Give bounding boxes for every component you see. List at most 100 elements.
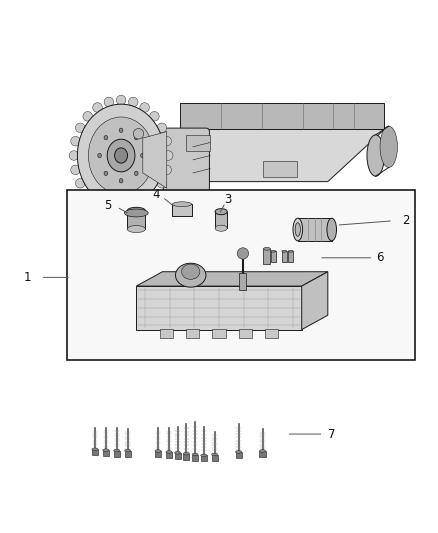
Ellipse shape [141, 154, 145, 158]
Ellipse shape [75, 123, 85, 133]
Ellipse shape [71, 165, 80, 175]
Ellipse shape [78, 104, 165, 207]
Ellipse shape [103, 449, 109, 451]
Bar [160, 329, 173, 338]
Ellipse shape [134, 135, 138, 140]
Ellipse shape [282, 251, 287, 252]
Bar [201, 455, 207, 462]
Ellipse shape [295, 223, 300, 236]
Bar [155, 451, 161, 457]
Ellipse shape [83, 111, 92, 121]
Bar [186, 329, 199, 338]
Ellipse shape [127, 207, 145, 214]
Ellipse shape [288, 251, 293, 252]
Polygon shape [180, 103, 385, 130]
Polygon shape [123, 130, 385, 182]
Ellipse shape [155, 450, 161, 453]
Ellipse shape [69, 151, 79, 160]
Ellipse shape [215, 208, 227, 215]
Ellipse shape [93, 103, 102, 112]
Ellipse shape [140, 103, 149, 112]
Bar [298, 218, 332, 241]
Ellipse shape [157, 179, 167, 188]
Ellipse shape [327, 218, 336, 241]
Bar [259, 451, 265, 457]
Text: 7: 7 [328, 427, 336, 441]
Bar [127, 211, 145, 229]
Ellipse shape [88, 117, 154, 194]
Ellipse shape [119, 128, 123, 133]
Bar [192, 455, 198, 461]
Text: 6: 6 [376, 251, 384, 264]
Ellipse shape [157, 123, 167, 133]
Bar [212, 329, 226, 338]
Ellipse shape [201, 454, 207, 457]
Text: 1: 1 [24, 271, 31, 284]
Ellipse shape [92, 448, 98, 450]
Ellipse shape [119, 179, 123, 183]
Ellipse shape [163, 151, 173, 160]
Ellipse shape [134, 171, 138, 175]
Bar [212, 455, 218, 461]
Ellipse shape [380, 126, 397, 167]
Ellipse shape [162, 136, 171, 146]
Circle shape [237, 248, 249, 259]
Ellipse shape [124, 449, 131, 452]
Ellipse shape [192, 453, 198, 456]
Ellipse shape [104, 97, 113, 107]
Bar [265, 329, 278, 338]
Polygon shape [143, 132, 167, 188]
Bar [282, 251, 287, 262]
Ellipse shape [104, 135, 108, 140]
Bar [271, 251, 276, 262]
Text: 5: 5 [104, 199, 112, 212]
Text: 2: 2 [403, 214, 410, 227]
Bar [262, 161, 297, 177]
Polygon shape [136, 286, 302, 329]
Bar [114, 450, 120, 457]
Bar [239, 329, 252, 338]
Ellipse shape [182, 264, 200, 279]
Ellipse shape [116, 95, 126, 105]
Ellipse shape [71, 136, 80, 146]
Ellipse shape [166, 450, 172, 453]
Ellipse shape [93, 199, 102, 208]
Ellipse shape [150, 111, 159, 121]
Ellipse shape [114, 449, 120, 452]
Ellipse shape [104, 171, 108, 175]
Bar [124, 450, 131, 457]
Bar [175, 453, 181, 459]
Bar [236, 452, 242, 458]
Ellipse shape [271, 251, 276, 252]
Ellipse shape [124, 209, 148, 217]
Polygon shape [136, 272, 328, 286]
Ellipse shape [83, 190, 92, 199]
Ellipse shape [184, 453, 189, 455]
Ellipse shape [175, 451, 181, 454]
Ellipse shape [127, 225, 145, 232]
Ellipse shape [259, 450, 265, 453]
Ellipse shape [115, 148, 127, 163]
Bar [184, 454, 189, 460]
Text: 4: 4 [152, 188, 159, 201]
Bar [173, 204, 191, 216]
Ellipse shape [173, 202, 191, 207]
Bar [240, 273, 247, 290]
Bar [288, 251, 293, 262]
Ellipse shape [107, 139, 135, 172]
Bar [215, 212, 227, 228]
Ellipse shape [263, 247, 270, 250]
FancyBboxPatch shape [163, 128, 209, 192]
Ellipse shape [98, 154, 102, 158]
Bar [92, 449, 98, 455]
Ellipse shape [116, 206, 126, 216]
Polygon shape [302, 272, 328, 329]
Ellipse shape [236, 450, 242, 453]
Ellipse shape [140, 199, 149, 208]
Ellipse shape [212, 453, 218, 456]
Ellipse shape [75, 179, 85, 188]
Bar [103, 450, 109, 456]
Bar [186, 135, 210, 151]
Text: 3: 3 [224, 192, 231, 206]
Ellipse shape [367, 135, 385, 176]
